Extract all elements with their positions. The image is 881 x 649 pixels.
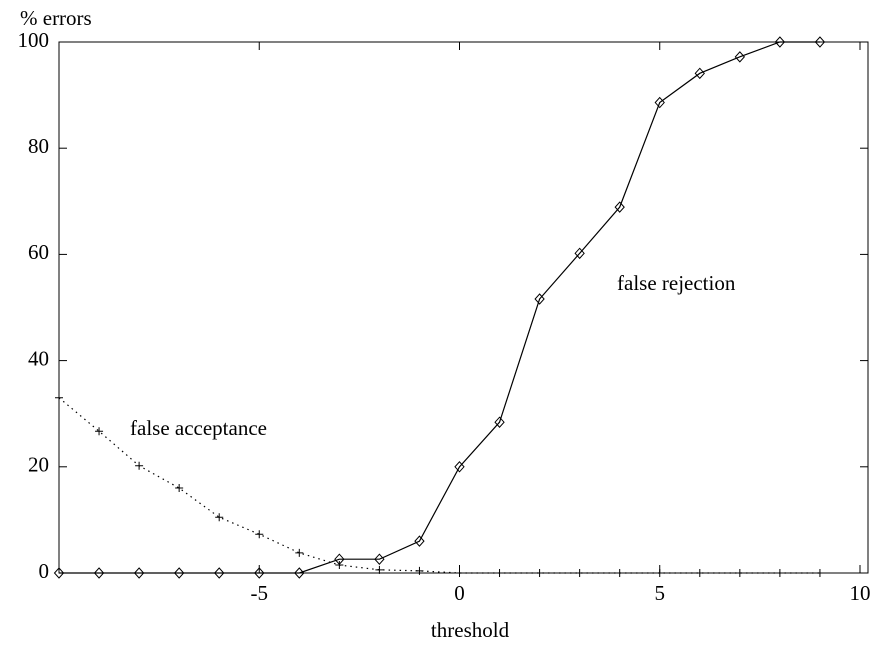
y-tick-label: 60 (28, 240, 49, 264)
x-tick-label: 0 (454, 581, 465, 605)
y-tick-label: 20 (28, 453, 49, 477)
series-annotation: false rejection (617, 271, 736, 295)
series-line (59, 41, 820, 574)
diamond-marker (734, 51, 746, 63)
series-line (58, 397, 820, 574)
plus-marker (375, 565, 384, 574)
diamond-marker (814, 36, 826, 48)
diamond-marker (294, 567, 305, 579)
diamond-marker (374, 553, 385, 565)
plot-frame (58, 41, 869, 574)
y-tick-label: 100 (18, 28, 50, 52)
plus-marker (335, 561, 344, 570)
plus-marker (255, 530, 264, 539)
y-tick-label: 0 (39, 559, 50, 583)
diamond-marker (214, 567, 225, 579)
diamond-marker (694, 67, 705, 80)
diamond-marker (614, 201, 625, 213)
plus-marker (295, 548, 304, 557)
x-axis-label: threshold (431, 618, 510, 642)
diamond-marker (654, 96, 665, 109)
y-axis-label: % errors (20, 6, 92, 30)
plus-marker (455, 569, 464, 577)
plus-marker (815, 569, 824, 577)
plus-marker (575, 569, 584, 577)
x-tick-label: 10 (849, 581, 870, 605)
diamond-marker (414, 535, 425, 547)
plus-marker (735, 569, 744, 577)
y-tick-label: 80 (28, 134, 49, 158)
plus-marker (535, 569, 544, 577)
plus-marker (695, 569, 704, 577)
diamond-marker (93, 567, 105, 579)
plus-marker (775, 569, 784, 577)
plus-marker (415, 566, 424, 575)
diamond-marker (454, 461, 465, 473)
plus-marker (95, 427, 104, 436)
plus-marker (175, 484, 184, 493)
plus-marker (615, 569, 624, 577)
plus-marker (655, 569, 664, 577)
plus-marker (55, 393, 63, 402)
diamond-marker (494, 416, 505, 428)
plus-marker (135, 461, 144, 470)
diamond-marker (254, 567, 265, 579)
y-tick-label: 40 (28, 346, 49, 370)
series-annotation: false acceptance (130, 416, 267, 440)
plus-marker (215, 513, 224, 522)
x-tick-label: 5 (654, 581, 665, 605)
diamond-marker (534, 293, 545, 305)
plus-marker (495, 569, 504, 577)
diamond-marker (133, 567, 145, 579)
diamond-marker (574, 247, 585, 260)
x-tick-label: -5 (250, 581, 268, 605)
diamond-marker (774, 36, 786, 48)
diamond-marker (173, 567, 185, 579)
diamond-marker (53, 567, 65, 579)
